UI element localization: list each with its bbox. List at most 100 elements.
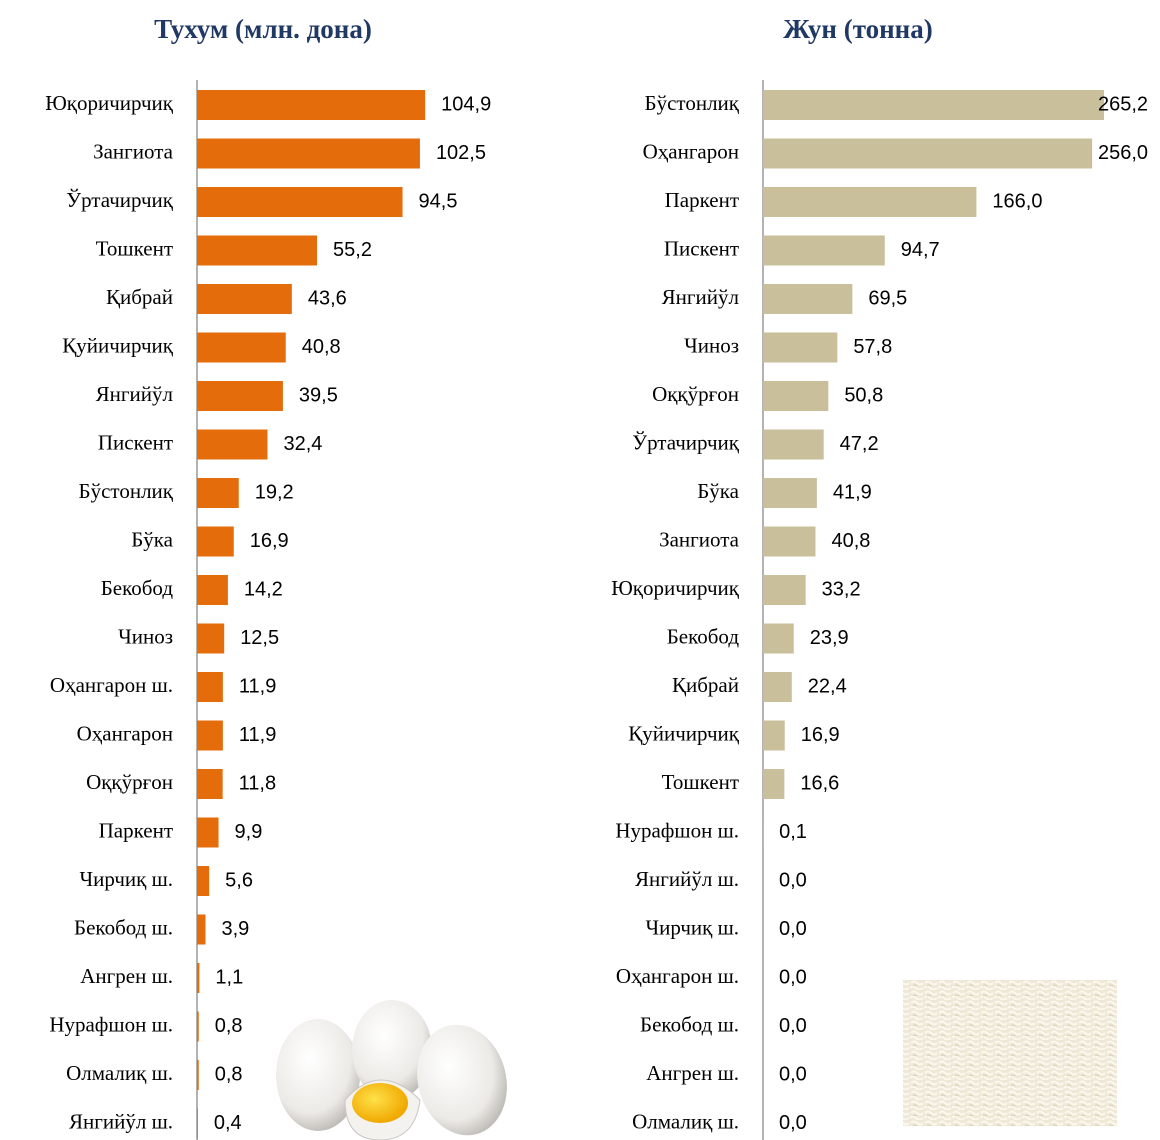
bar bbox=[763, 187, 977, 217]
value-label: 102,5 bbox=[436, 142, 486, 164]
chart-title: Жун (тонна) bbox=[783, 14, 932, 44]
category-label: Нурафшон ш. bbox=[615, 818, 739, 842]
bar bbox=[197, 1060, 199, 1090]
value-label: 55,2 bbox=[333, 239, 372, 261]
category-label: Пискент bbox=[98, 430, 173, 454]
category-label: Юқоричирчиқ bbox=[611, 576, 740, 600]
value-label: 16,6 bbox=[800, 772, 839, 794]
value-label: 19,2 bbox=[255, 481, 294, 503]
category-label: Янгийўл ш. bbox=[69, 1109, 173, 1133]
value-label: 16,9 bbox=[801, 724, 840, 746]
category-label: Бўстонлиқ bbox=[79, 479, 174, 503]
bar bbox=[197, 672, 223, 702]
category-label: Ўртачирчиқ bbox=[632, 430, 740, 454]
value-label: 94,7 bbox=[901, 239, 940, 261]
value-label: 0,8 bbox=[215, 1063, 243, 1085]
value-label: 0,4 bbox=[214, 1112, 242, 1134]
value-label: 43,6 bbox=[308, 287, 347, 309]
value-label: 0,0 bbox=[779, 1112, 807, 1134]
category-label: Зангиота bbox=[659, 527, 740, 551]
value-label: 57,8 bbox=[853, 336, 892, 358]
bar bbox=[763, 429, 824, 460]
bar bbox=[763, 575, 806, 605]
wool-image bbox=[903, 980, 1117, 1126]
bar bbox=[197, 769, 223, 799]
bar bbox=[763, 720, 785, 751]
value-label: 39,5 bbox=[299, 384, 338, 406]
bar bbox=[763, 332, 838, 363]
category-label: Янгийўл ш. bbox=[635, 867, 739, 891]
value-label: 16,9 bbox=[250, 530, 289, 552]
category-label: Юқоричирчиқ bbox=[45, 91, 174, 115]
category-label: Олмалиқ ш. bbox=[632, 1109, 739, 1133]
category-label: Оққўрғон bbox=[86, 770, 173, 794]
bar bbox=[197, 914, 206, 945]
value-label: 1,1 bbox=[215, 966, 243, 988]
value-label: 0,0 bbox=[779, 869, 807, 891]
value-label: 12,5 bbox=[240, 627, 279, 649]
chart-title: Тухум (млн. дона) bbox=[154, 14, 372, 44]
value-label: 11,9 bbox=[239, 675, 276, 697]
bar bbox=[197, 817, 219, 848]
category-label: Чирчиқ ш. bbox=[79, 867, 173, 891]
bar bbox=[763, 235, 885, 266]
category-label: Ангрен ш. bbox=[646, 1061, 739, 1085]
value-label: 0,8 bbox=[215, 1015, 243, 1037]
category-label: Оққўрғон bbox=[652, 382, 739, 406]
category-label: Оҳангарон bbox=[77, 721, 173, 745]
category-label: Оҳангарон ш. bbox=[50, 673, 173, 697]
bar bbox=[197, 526, 234, 557]
value-label: 166,0 bbox=[992, 190, 1042, 212]
value-label: 40,8 bbox=[302, 336, 341, 358]
value-label: 69,5 bbox=[868, 287, 907, 309]
value-label: 33,2 bbox=[822, 578, 861, 600]
bar bbox=[197, 575, 228, 605]
bar bbox=[197, 381, 283, 411]
category-label: Қуйичирчиқ bbox=[628, 721, 740, 745]
value-label: 9,9 bbox=[235, 821, 263, 843]
bar bbox=[197, 332, 286, 363]
bar bbox=[763, 284, 853, 314]
value-label: 22,4 bbox=[808, 675, 847, 697]
category-label: Қибрай bbox=[106, 285, 173, 309]
bar bbox=[197, 720, 223, 751]
category-label: Чирчиқ ш. bbox=[645, 915, 739, 939]
category-label: Оҳангарон ш. bbox=[616, 964, 739, 988]
bar bbox=[197, 1108, 198, 1139]
value-label: 11,9 bbox=[239, 724, 276, 746]
value-label: 40,8 bbox=[831, 530, 870, 552]
value-label: 256,0 bbox=[1098, 142, 1148, 164]
value-label: 14,2 bbox=[244, 578, 283, 600]
value-label: 104,9 bbox=[441, 93, 491, 115]
category-label: Тошкент bbox=[96, 236, 173, 260]
bar bbox=[763, 381, 829, 411]
value-label: 0,0 bbox=[779, 1015, 807, 1037]
bar bbox=[197, 478, 239, 508]
category-label: Зангиота bbox=[93, 139, 174, 163]
bar bbox=[763, 138, 1093, 169]
category-label: Бўка bbox=[697, 479, 739, 503]
category-label: Олмалиқ ш. bbox=[66, 1061, 173, 1085]
value-label: 0,0 bbox=[779, 918, 807, 940]
value-label: 0,0 bbox=[779, 1063, 807, 1085]
category-label: Тошкент bbox=[662, 770, 739, 794]
bar bbox=[197, 90, 426, 120]
bar bbox=[197, 284, 292, 314]
bar bbox=[197, 138, 420, 169]
value-label: 41,9 bbox=[833, 481, 872, 503]
category-label: Қуйичирчиқ bbox=[62, 333, 174, 357]
category-label: Паркент bbox=[99, 818, 173, 842]
category-label: Бўстонлиқ bbox=[645, 91, 740, 115]
category-label: Бекобод ш. bbox=[74, 915, 173, 939]
bar bbox=[197, 866, 210, 896]
eggs-image bbox=[276, 1000, 507, 1140]
value-label: 5,6 bbox=[225, 869, 253, 891]
bar bbox=[197, 623, 225, 654]
category-label: Чиноз bbox=[118, 624, 173, 648]
bar bbox=[197, 235, 318, 266]
bar bbox=[763, 90, 1104, 120]
category-label: Паркент bbox=[665, 188, 739, 212]
category-label: Бекобод bbox=[667, 624, 740, 648]
category-label: Нурафшон ш. bbox=[49, 1012, 173, 1036]
category-label: Бекобод ш. bbox=[640, 1012, 739, 1036]
